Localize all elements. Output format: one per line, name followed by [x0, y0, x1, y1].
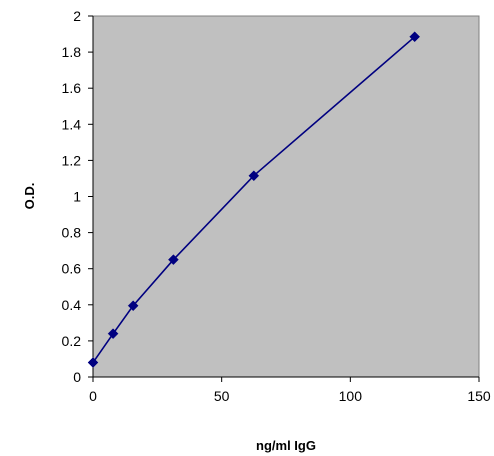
data-point-marker: [168, 254, 179, 266]
data-point-marker: [409, 31, 421, 43]
y-tick-label: 0: [73, 369, 81, 385]
data-point-marker: [127, 300, 139, 312]
x-axis: 0 50 100 150: [89, 376, 491, 404]
data-point-marker: [248, 170, 260, 182]
y-tick-label: 0.8: [62, 225, 82, 241]
y-tick-label: 1.8: [62, 44, 82, 60]
y-tick-label: 2: [73, 8, 81, 24]
y-tick-label: 1.2: [62, 152, 82, 168]
y-tick-label: 1.6: [62, 80, 82, 96]
y-tick-label: 1.4: [62, 116, 82, 132]
y-axis-title: O.D.: [22, 183, 37, 210]
y-tick-label: 0.6: [62, 261, 82, 277]
x-tick-label: 100: [339, 388, 363, 404]
series-layer: [87, 31, 421, 368]
x-axis-title: ng/ml IgG: [256, 438, 316, 453]
series-line: [92, 36, 416, 364]
y-tick-label: 1: [73, 189, 81, 205]
plot-area: [92, 15, 480, 378]
y-axis: 0 0.2 0.4 0.6 0.8 1 1.2 1.4 1.6 1.8 2: [62, 8, 94, 385]
y-tick-label: 0.2: [62, 333, 82, 349]
x-tick-label: 50: [214, 388, 230, 404]
data-point-marker: [107, 328, 119, 340]
data-point-marker: [87, 357, 99, 368]
x-tick-label: 0: [89, 388, 97, 404]
x-tick-label: 150: [467, 388, 491, 404]
y-tick-label: 0.4: [62, 297, 82, 313]
